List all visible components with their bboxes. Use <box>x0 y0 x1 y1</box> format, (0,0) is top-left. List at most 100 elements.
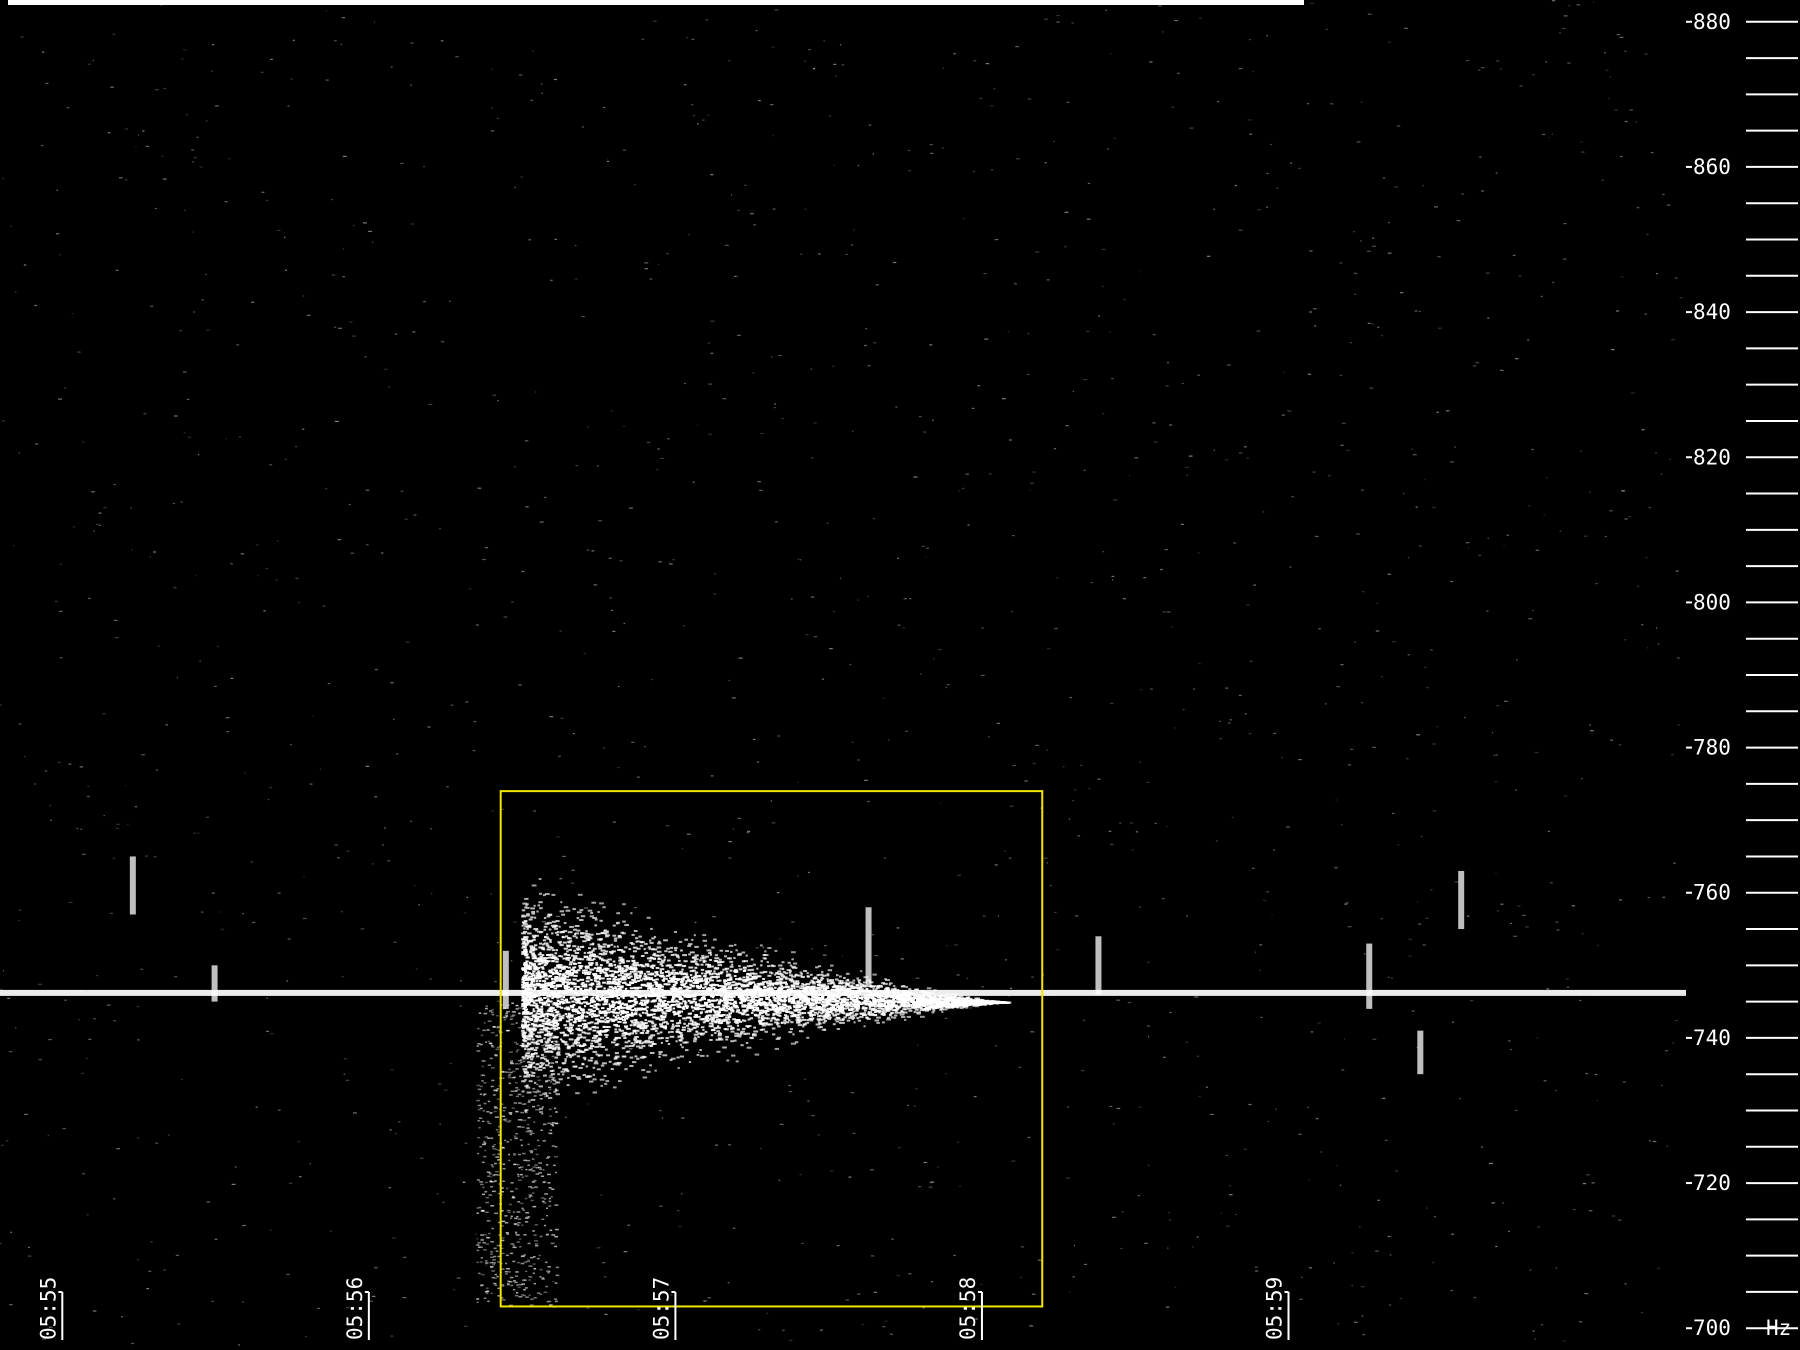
reflection-point <box>603 1012 608 1015</box>
noise-speck <box>1185 466 1189 468</box>
noise-speck <box>1353 231 1355 233</box>
noise-speck <box>1166 611 1171 613</box>
noise-speck <box>1346 449 1350 452</box>
reflection-point <box>595 985 600 988</box>
noise-speck <box>48 1326 53 1328</box>
noise-speck <box>908 170 912 172</box>
reflection-point <box>624 1017 629 1020</box>
reflection-point <box>674 995 680 998</box>
noise-speck <box>1229 1194 1233 1196</box>
noise-speck <box>925 556 927 558</box>
reflection-point <box>722 968 725 971</box>
noise-speck <box>520 176 523 178</box>
noise-speck <box>1314 535 1319 537</box>
noise-speck <box>1244 1148 1247 1150</box>
noise-speck <box>1556 929 1560 931</box>
noise-speck <box>1152 422 1156 424</box>
noise-speck <box>1307 373 1312 375</box>
noise-speck <box>198 454 200 456</box>
reflection-point <box>878 991 881 994</box>
reflection-point <box>524 972 527 975</box>
reflection-point <box>784 981 787 984</box>
noise-speck <box>907 1104 909 1106</box>
reflection-point <box>546 984 550 987</box>
reflection-point <box>911 992 914 995</box>
noise-speck <box>1088 787 1091 789</box>
noise-speck <box>485 1264 488 1266</box>
reflection-point <box>628 948 632 951</box>
noise-speck <box>973 170 975 173</box>
reflection-point <box>592 1078 597 1081</box>
reflection-point <box>560 1017 565 1020</box>
noise-speck <box>1185 1041 1188 1043</box>
reflection-point <box>547 1033 552 1035</box>
reflection-point <box>775 983 779 986</box>
reflection-point <box>717 1002 721 1005</box>
noise-speck <box>811 1115 815 1117</box>
reflection-point <box>657 942 662 945</box>
noise-speck <box>1027 373 1030 376</box>
reflection-point <box>749 965 753 967</box>
reflection-point <box>704 1020 710 1022</box>
reflection-point <box>730 1030 735 1033</box>
noise-speck <box>762 946 765 948</box>
reflection-point <box>656 946 662 949</box>
reflection-point <box>776 1002 781 1005</box>
noise-speck <box>970 1007 972 1009</box>
reflection-point <box>703 983 708 986</box>
reflection-point <box>553 1009 557 1011</box>
reflection-point <box>725 1035 729 1038</box>
noise-speck <box>988 736 990 738</box>
reflection-point <box>771 988 774 991</box>
noise-speck <box>1456 220 1461 222</box>
reflection-point <box>547 1037 551 1040</box>
reflection-point <box>817 1026 821 1029</box>
noise-speck <box>778 1179 781 1181</box>
noise-speck <box>93 1310 97 1312</box>
noise-speck <box>1168 1212 1170 1214</box>
noise-speck <box>342 276 345 278</box>
reflection-point <box>522 921 525 924</box>
noise-speck <box>1604 52 1606 54</box>
reflection-point <box>597 985 602 988</box>
reflection-point <box>534 993 537 996</box>
reflection-point <box>543 984 547 987</box>
reflection-point <box>604 996 609 999</box>
noise-speck <box>1376 602 1378 604</box>
reflection-point <box>572 1004 576 1006</box>
reflection-point <box>726 992 730 995</box>
reflection-point <box>610 981 615 984</box>
reflection-point <box>756 967 759 970</box>
noise-speck <box>234 1166 237 1168</box>
noise-speck <box>1167 362 1169 364</box>
reflection-point <box>669 977 674 980</box>
noise-speck <box>1333 1262 1335 1264</box>
reflection-point <box>630 966 635 969</box>
noise-speck <box>44 770 48 772</box>
noise-speck <box>1397 844 1399 846</box>
noise-speck <box>1516 659 1518 661</box>
reflection-point <box>524 965 529 968</box>
reflection-point <box>760 988 764 991</box>
reflection-point <box>743 1010 747 1013</box>
noise-speck <box>1468 547 1469 549</box>
reflection-point <box>610 952 614 955</box>
noise-speck <box>162 178 167 180</box>
reflection-point <box>633 997 637 1000</box>
noise-speck <box>1349 342 1353 344</box>
reflection-point <box>618 959 622 962</box>
reflection-point <box>626 1005 629 1008</box>
noise-speck <box>186 114 188 116</box>
reflection-point <box>683 1022 686 1025</box>
reflection-point <box>726 1059 730 1062</box>
noise-speck <box>1046 749 1048 751</box>
noise-speck <box>374 796 378 798</box>
noise-speck <box>1112 579 1114 581</box>
noise-speck <box>841 64 844 66</box>
reflection-point <box>572 996 575 999</box>
noise-speck <box>984 338 989 340</box>
reflection-point <box>855 1013 859 1016</box>
reflection-point <box>685 1001 688 1004</box>
reflection-point <box>780 981 786 984</box>
reflection-point <box>921 999 927 1002</box>
